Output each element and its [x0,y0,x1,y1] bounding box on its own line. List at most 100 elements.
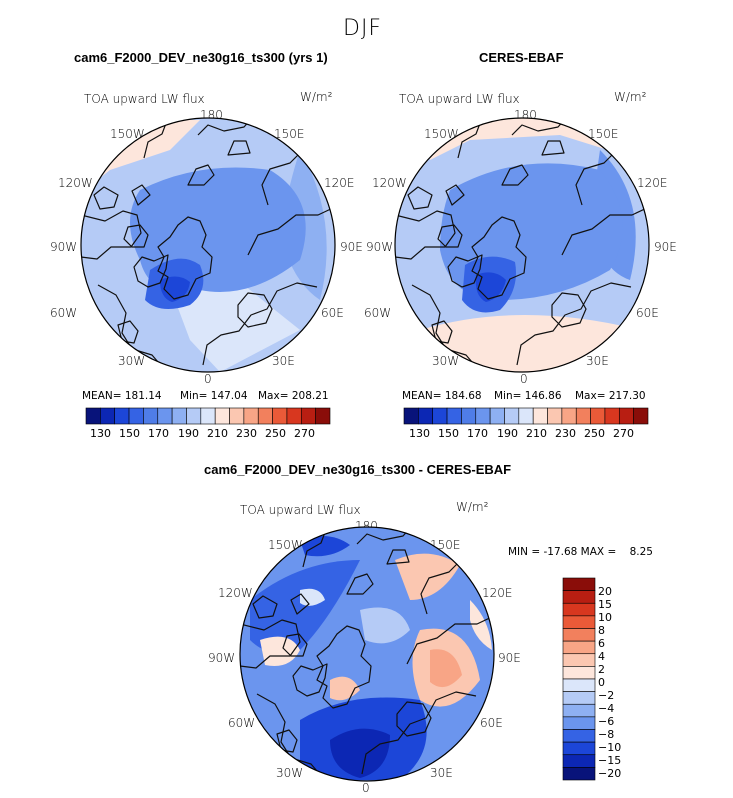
panel1-lon-90w: 90W [50,240,78,254]
panel2-map [395,118,649,372]
panel3-lon-0: 0 [362,781,370,795]
cbar3-tick: −15 [598,754,622,767]
cbar3-tick: −6 [598,715,615,728]
panel2-lon-150w: 150W [424,127,459,141]
panel2-lon-120e: 120E [637,176,668,190]
panel1-lon-90e: 90E [340,240,363,254]
colorbar-swatch [418,407,434,425]
panel2-lon-0: 0 [520,372,528,386]
cbar1-tick: 150 [119,427,140,440]
panel3-lon-90e: 90E [498,651,521,665]
colorbar-swatch [171,407,187,425]
colorbar-swatch [272,407,288,425]
colorbar-swatch [257,407,273,425]
colorbar-swatch [562,653,596,667]
colorbar-swatch [562,640,596,655]
colorbar-swatch [562,703,596,718]
panel2-lon-120w: 120W [372,176,407,190]
panel3-lon-60e: 60E [480,716,503,730]
colorbar-swatch [562,754,596,768]
panel1-lon-150e: 150E [274,127,305,141]
colorbar-swatch [504,407,520,425]
panel1-colorbar [85,407,331,425]
colorbar-swatch [214,407,230,425]
cbar3-tick: −20 [598,767,622,780]
colorbar-swatch [562,716,596,730]
panel1-lon-60w: 60W [50,306,78,320]
panel2-lon-90w: 90W [366,240,394,254]
colorbar-swatch [489,407,505,425]
cbar3-tick: 6 [598,637,605,650]
colorbar-swatch [461,407,477,425]
season-title: DJF [343,16,383,41]
panel2-max: Max= 217.30 [575,390,646,402]
colorbar-swatch [562,767,596,781]
colorbar-swatch [518,407,534,425]
colorbar-swatch [618,407,634,425]
cbar1-tick: 230 [236,427,257,440]
panel3-lon-30e: 30E [430,766,453,780]
panel1-lon-120w: 120W [58,176,93,190]
cbar3-tick: 15 [598,598,612,611]
panel3-lon-30w: 30W [276,766,304,780]
cbar3-tick: −2 [598,689,615,702]
colorbar-swatch [114,407,130,425]
colorbar-swatch [300,407,316,425]
colorbar-swatch [475,407,491,425]
panel2-units: W/m² [614,90,647,104]
colorbar-swatch [590,407,606,425]
panel2-lon-60e: 60E [636,306,659,320]
colorbar-swatch [286,407,302,425]
colorbar-swatch [128,407,144,425]
colorbar-swatch [157,407,173,425]
cbar3-tick: −4 [598,702,615,715]
cbar2-tick: 230 [555,427,576,440]
panel2-lon-30e: 30E [586,354,609,368]
colorbar-swatch [633,407,649,425]
cbar1-tick: 210 [207,427,228,440]
colorbar-swatch [229,407,245,425]
cbar2-tick: 270 [613,427,634,440]
cbar3-tick: −10 [598,741,622,754]
colorbar-swatch [561,407,577,425]
colorbar-swatch [532,407,548,425]
panel1-lon-150w: 150W [110,127,145,141]
colorbar-swatch [562,628,596,642]
panel2-lon-90e: 90E [654,240,677,254]
cbar3-tick: 4 [598,650,605,663]
panel1-variable: TOA upward LW flux [84,92,205,106]
colorbar-swatch [186,407,202,425]
colorbar-swatch [100,407,116,425]
cbar1-tick: 250 [265,427,286,440]
cbar3-tick: 0 [598,676,605,689]
panel1-lon-30e: 30E [272,354,295,368]
panel2-variable: TOA upward LW flux [399,92,520,106]
cbar3-tick: 2 [598,663,605,676]
cbar2-tick: 150 [438,427,459,440]
colorbar-swatch [315,407,331,425]
cbar1-tick: 130 [90,427,111,440]
panel1-lon-30w: 30W [118,354,146,368]
panel1-max: Max= 208.21 [258,390,329,402]
panel2-lon-60w: 60W [364,306,392,320]
panel1-map [81,118,335,372]
colorbar-swatch [562,615,596,629]
panel3-units: W/m² [456,500,489,514]
cbar1-tick: 170 [148,427,169,440]
colorbar-swatch [562,741,596,756]
panel3-lon-120e: 120E [482,586,513,600]
panel1-title: cam6_F2000_DEV_ne30g16_ts300 (yrs 1) [74,50,328,65]
colorbar-swatch [143,407,159,425]
colorbar-swatch [562,602,596,617]
panel3-minmax: MIN = -17.68 MAX = 8.25 [508,546,653,558]
panel2-lon-150e: 150E [588,127,619,141]
panel2-min: Min= 146.86 [494,390,562,402]
cbar2-tick: 210 [526,427,547,440]
cbar2-tick: 130 [409,427,430,440]
panel1-units: W/m² [300,90,333,104]
panel3-variable: TOA upward LW flux [240,503,361,517]
panel3-title: cam6_F2000_DEV_ne30g16_ts300 - CERES-EBA… [204,462,512,477]
colorbar-swatch [562,691,596,705]
cbar2-tick: 190 [497,427,518,440]
